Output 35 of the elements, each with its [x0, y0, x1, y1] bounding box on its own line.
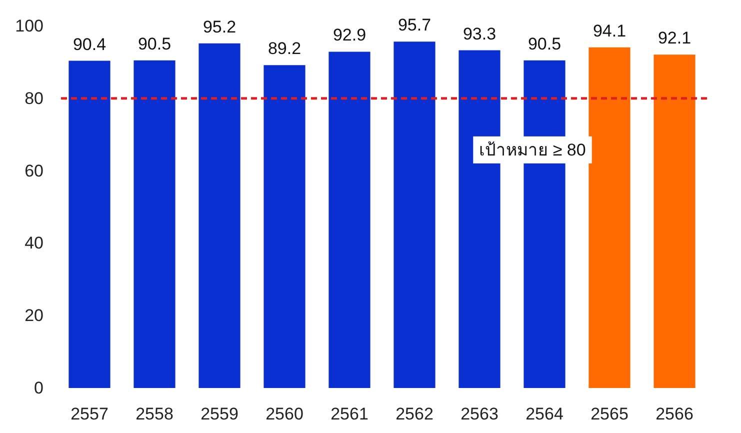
x-tick-label: 2562 — [396, 404, 434, 424]
data-label: 93.3 — [462, 24, 496, 44]
bar — [588, 47, 630, 388]
x-tick-label: 2561 — [330, 404, 368, 424]
data-label: 95.2 — [202, 17, 236, 36]
y-tick-label: 0 — [34, 378, 44, 398]
data-label: 95.7 — [398, 16, 432, 35]
bar — [68, 60, 110, 388]
data-label: 90.5 — [138, 34, 172, 54]
x-tick-label: 2565 — [590, 404, 628, 424]
bar — [394, 42, 436, 388]
x-tick-label: 2563 — [460, 404, 498, 424]
bar — [328, 52, 370, 388]
data-label: 94.1 — [592, 21, 626, 40]
ref-line-label: เป้าหมาย ≥ 80 — [479, 140, 586, 160]
bar — [264, 65, 306, 388]
y-tick-label: 60 — [24, 161, 44, 180]
data-label: 90.4 — [72, 34, 106, 54]
data-label: 90.5 — [528, 34, 562, 54]
bar — [134, 60, 176, 388]
x-tick-label: 2558 — [136, 404, 174, 424]
x-tick-label: 2557 — [70, 404, 108, 424]
data-label: 92.1 — [658, 28, 692, 48]
x-tick-label: 2564 — [526, 404, 564, 424]
bar — [198, 43, 240, 388]
y-tick-label: 20 — [24, 306, 44, 326]
y-tick-label: 100 — [15, 16, 44, 36]
data-label: 89.2 — [268, 39, 302, 58]
x-tick-label: 2566 — [656, 404, 694, 424]
data-label: 92.9 — [332, 26, 366, 45]
x-tick-label: 2559 — [200, 404, 238, 424]
bar — [654, 54, 696, 388]
y-tick-label: 80 — [24, 88, 44, 108]
x-tick-label: 2560 — [266, 404, 304, 424]
y-tick-label: 40 — [24, 234, 44, 253]
